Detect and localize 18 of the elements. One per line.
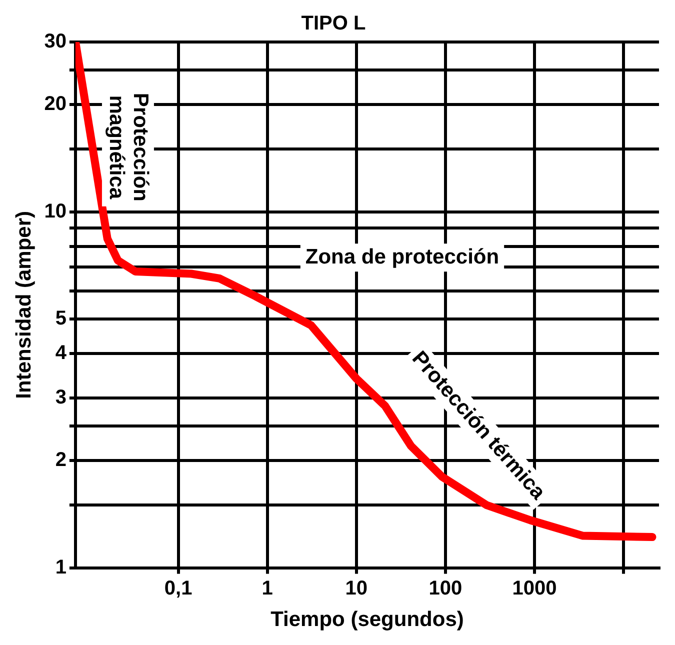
y-tick-label: 10	[44, 200, 66, 222]
y-tick-label: 20	[44, 93, 66, 116]
y-tick-label: 5	[55, 308, 66, 330]
y-tick-label: 3	[55, 386, 66, 408]
x-tick-label: 100	[428, 577, 462, 600]
chart-title: TIPO L	[301, 12, 366, 35]
x-tick-label: 10	[345, 577, 368, 600]
annotation: Zona de protección	[305, 245, 500, 268]
x-tick-label: 0,1	[164, 577, 192, 600]
x-tick-label: 1	[262, 577, 273, 600]
y-axis-title: Intensidad (amper)	[12, 210, 36, 399]
x-axis-title: Tiempo (segundos)	[270, 608, 464, 632]
y-tick-label: 2	[55, 449, 66, 472]
x-tick-label: 1000	[512, 577, 557, 600]
y-tick-label: 1	[55, 556, 66, 578]
annotation: Protección magnética	[105, 92, 152, 202]
y-tick-label: 4	[55, 342, 68, 364]
y-tick-label: 30	[44, 30, 66, 53]
